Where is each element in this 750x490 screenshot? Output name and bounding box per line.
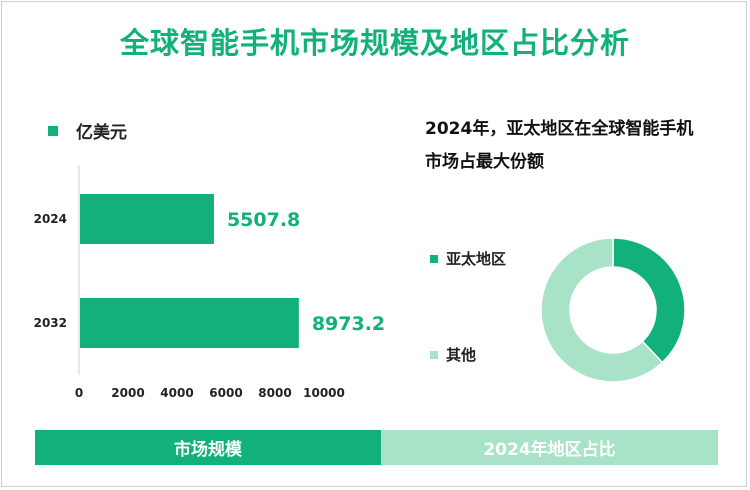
pie-legend-swatch-other: [430, 350, 438, 359]
pie-legend-swatch-apac: [430, 254, 438, 263]
x-tick-label-0: 0: [75, 386, 83, 400]
bar-legend: 亿美元: [48, 118, 127, 143]
bar-2024: [80, 194, 214, 244]
pie-title-line-2: 市场占最大份额: [425, 152, 544, 172]
category-label-2024: 2024: [34, 212, 67, 226]
donut-slice-0: [612, 237, 686, 364]
donut-chart: [540, 237, 686, 383]
donut-slice-1: [540, 237, 664, 383]
value-label-2032: 8973.2: [312, 313, 385, 335]
footer-region-share: 2024年地区占比: [381, 430, 718, 465]
x-tick-label-10000: 10000: [303, 386, 345, 400]
pie-legend-item-apac: 亚太地区: [430, 248, 506, 269]
x-tick-label-8000: 8000: [258, 386, 291, 400]
bar-legend-swatch: [48, 125, 58, 136]
pie-legend-label-apac: 亚太地区: [446, 250, 507, 268]
category-label-2032: 2032: [34, 316, 67, 330]
chart-title: 全球智能手机市场规模及地区占比分析: [119, 26, 630, 60]
x-tick-label-4000: 4000: [160, 386, 193, 400]
bar-legend-label: 亿美元: [76, 123, 127, 143]
x-tick-label-2000: 2000: [111, 386, 144, 400]
bar-2032: [80, 298, 299, 348]
pie-title: 2024年，亚太地区在全球智能手机 市场占最大份额: [425, 113, 725, 179]
footer-market-size: 市场规模: [35, 430, 381, 465]
value-label-2024: 5507.8: [227, 209, 300, 231]
pie-legend-item-other: 其他: [430, 344, 476, 365]
x-tick-label-6000: 6000: [209, 386, 242, 400]
pie-title-line-1: 2024年，亚太地区在全球智能手机: [425, 119, 694, 139]
pie-legend-label-other: 其他: [446, 346, 477, 364]
